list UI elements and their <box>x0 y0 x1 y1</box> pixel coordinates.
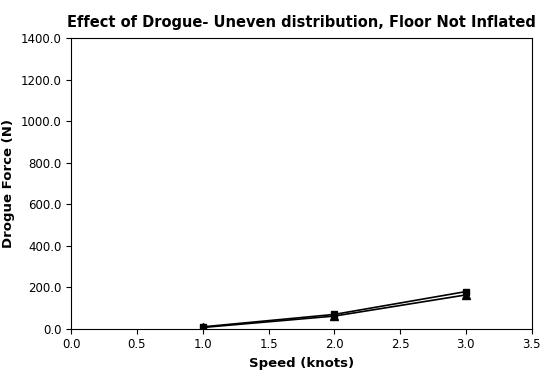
X-axis label: Speed (knots): Speed (knots) <box>249 357 354 370</box>
Series1 <box>331 312 338 317</box>
Y-axis label: Drogue Force (N): Drogue Force (N) <box>2 119 15 248</box>
Title: Effect of Drogue- Uneven distribution, Floor Not Inflated: Effect of Drogue- Uneven distribution, F… <box>67 15 536 30</box>
Series2 <box>331 314 338 318</box>
Line: Series2: Series2 <box>198 291 470 332</box>
Series1 <box>199 325 206 329</box>
Series1 <box>463 289 469 294</box>
Line: Series1: Series1 <box>199 288 469 330</box>
Series2 <box>199 325 206 330</box>
Series2 <box>463 293 469 297</box>
